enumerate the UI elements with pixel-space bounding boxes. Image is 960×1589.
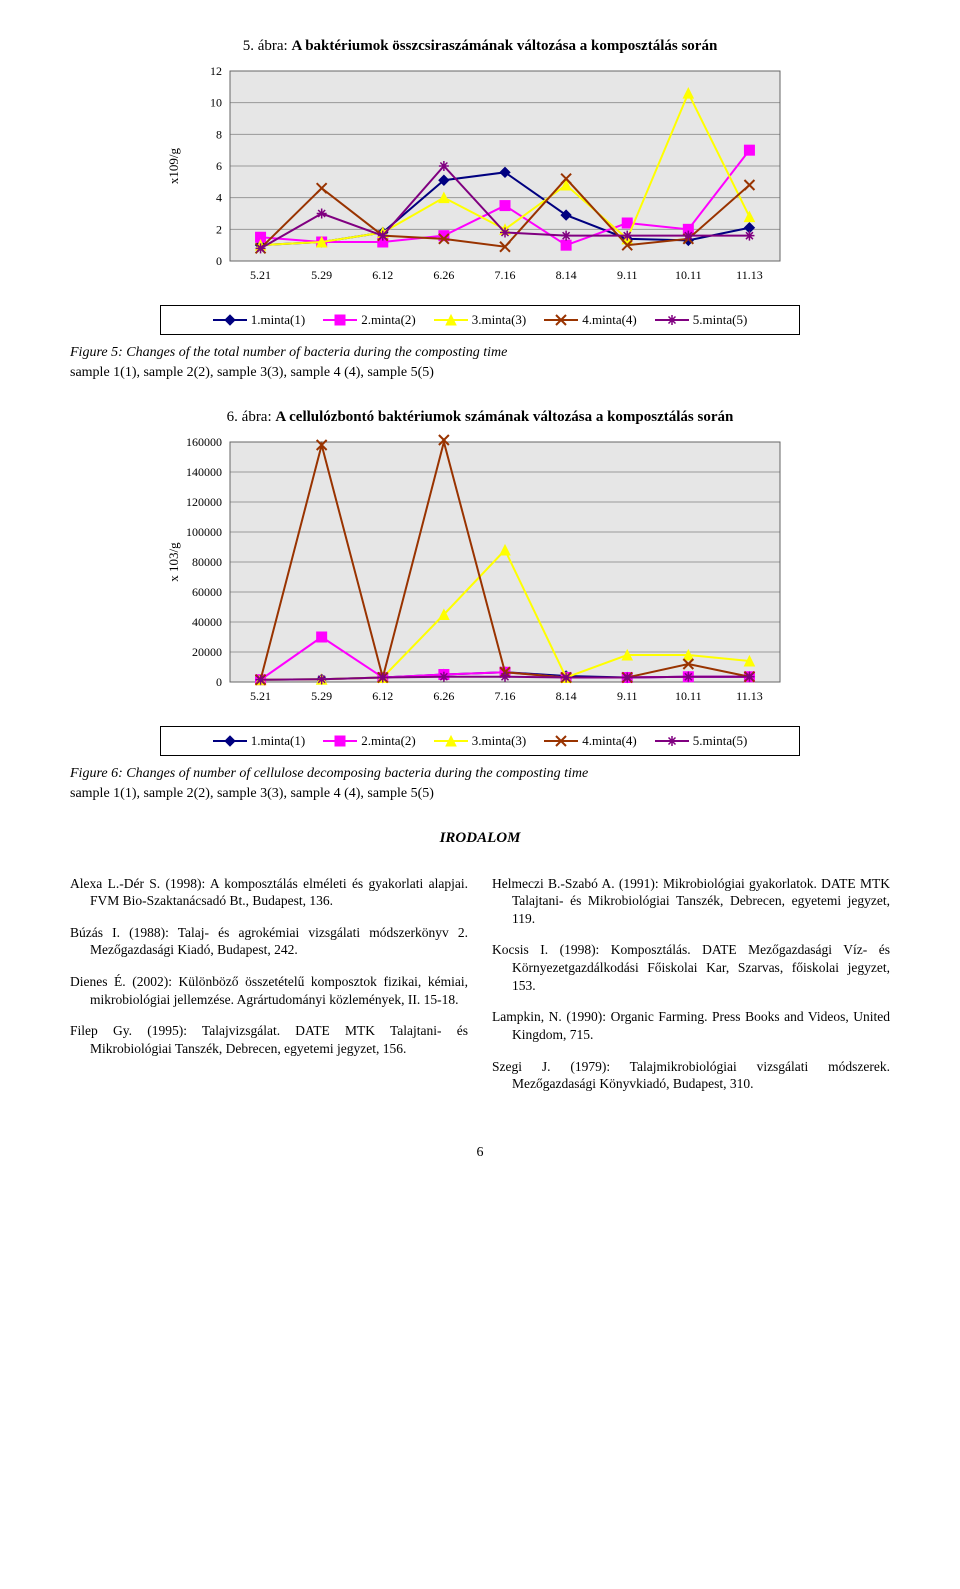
svg-text:5.21: 5.21 [250,689,271,703]
svg-text:4: 4 [216,191,222,205]
figure6-legend: 1.minta(1) 2.minta(2) 3.minta(3) 4.minta(4)… [160,726,800,756]
legend-label: 4.minta(4) [582,733,637,749]
legend-item: 4.minta(4) [544,733,637,749]
svg-text:8: 8 [216,127,222,141]
svg-text:6: 6 [216,159,222,173]
references-right-col: Helmeczi B.-Szabó A. (1991): Mikrobiológ… [492,861,890,1095]
figure5-title-lead: 5. ábra: [243,38,292,54]
svg-text:11.13: 11.13 [736,268,763,282]
legend-label: 3.minta(3) [472,733,527,749]
svg-text:9.11: 9.11 [617,268,638,282]
svg-text:100000: 100000 [186,525,222,539]
reference-entry: Helmeczi B.-Szabó A. (1991): Mikrobiológ… [492,875,890,928]
svg-text:6.26: 6.26 [433,689,454,703]
reference-entry: Alexa L.-Dér S. (1998): A komposztálás e… [70,875,468,911]
svg-text:0: 0 [216,254,222,268]
legend-label: 1.minta(1) [251,733,306,749]
reference-entry: Dienes É. (2002): Különböző összetételű … [70,973,468,1009]
page: 5. ábra: A baktériumok összcsiraszámának… [0,0,960,1201]
figure6-caption-sub: sample 1(1), sample 2(2), sample 3(3), s… [70,786,890,802]
irodalom-heading: IRODALOM [70,830,890,847]
legend-label: 1.minta(1) [251,312,306,328]
svg-text:6.12: 6.12 [372,689,393,703]
legend-item: 3.minta(3) [434,733,527,749]
svg-text:160000: 160000 [186,435,222,449]
figure5-caption-sub: sample 1(1), sample 2(2), sample 3(3), s… [70,365,890,381]
reference-entry: Filep Gy. (1995): Talajvizsgálat. DATE M… [70,1022,468,1058]
svg-text:10.11: 10.11 [675,268,702,282]
legend-label: 3.minta(3) [472,312,527,328]
svg-text:6.12: 6.12 [372,268,393,282]
svg-text:7.16: 7.16 [495,268,516,282]
figure5-svg: 0 2 4 6 8 10 12 5.21 5.29 6.12 6.26 7.16 8.14 9.11 10.… [160,61,800,291]
figure6-caption: Figure 6: Changes of number of cellulose… [70,766,890,782]
legend-item: 3.minta(3) [434,312,527,328]
legend-label: 5.minta(5) [693,312,748,328]
svg-text:8.14: 8.14 [556,268,577,282]
legend-label: 2.minta(2) [361,733,416,749]
svg-text:x109/g: x109/g [166,147,181,184]
svg-text:5.21: 5.21 [250,268,271,282]
legend-label: 2.minta(2) [361,312,416,328]
svg-text:11.13: 11.13 [736,689,763,703]
svg-text:5.29: 5.29 [311,268,332,282]
page-number: 6 [70,1145,890,1161]
legend-label: 5.minta(5) [693,733,748,749]
svg-text:20000: 20000 [192,645,222,659]
legend-item: 4.minta(4) [544,312,637,328]
svg-text:9.11: 9.11 [617,689,638,703]
figure6-title: 6. ábra: A cellulózbontó baktériumok szá… [70,409,890,426]
reference-entry: Búzás I. (1988): Talaj- és agrokémiai vi… [70,924,468,960]
figure5-legend: 1.minta(1) 2.minta(2) 3.minta(3) 4.minta(4)… [160,305,800,335]
figure5-caption: Figure 5: Changes of the total number of… [70,345,890,361]
reference-entry: Lampkin, N. (1990): Organic Farming. Pre… [492,1008,890,1044]
legend-item: 2.minta(2) [323,733,416,749]
svg-text:8.14: 8.14 [556,689,577,703]
svg-text:10: 10 [210,96,222,110]
figure5-title-bold: A baktériumok összcsiraszámának változás… [291,38,717,54]
svg-text:80000: 80000 [192,555,222,569]
figure6-chart: 0 20000 40000 60000 80000 100000 120000 140000 1… [160,432,800,712]
svg-text:120000: 120000 [186,495,222,509]
svg-text:10.11: 10.11 [675,689,702,703]
svg-text:140000: 140000 [186,465,222,479]
references-left-col: Alexa L.-Dér S. (1998): A komposztálás e… [70,861,468,1095]
svg-text:40000: 40000 [192,615,222,629]
svg-text:2: 2 [216,222,222,236]
figure6-svg: 0 20000 40000 60000 80000 100000 120000 140000 1… [160,432,800,712]
svg-text:6.26: 6.26 [433,268,454,282]
figure5-chart: 0 2 4 6 8 10 12 5.21 5.29 6.12 6.26 7.16 8.14 9.11 10.… [160,61,800,291]
svg-text:12: 12 [210,64,222,78]
legend-item: 1.minta(1) [213,312,306,328]
svg-text:x 103/g: x 103/g [166,542,181,582]
figure6-title-lead: 6. ábra: [227,409,276,425]
figure5-title: 5. ábra: A baktériumok összcsiraszámának… [70,38,890,55]
svg-text:5.29: 5.29 [311,689,332,703]
svg-text:0: 0 [216,675,222,689]
legend-item: 5.minta(5) [655,733,748,749]
legend-item: 2.minta(2) [323,312,416,328]
references: Alexa L.-Dér S. (1998): A komposztálás e… [70,861,890,1095]
legend-item: 5.minta(5) [655,312,748,328]
legend-item: 1.minta(1) [213,733,306,749]
svg-text:60000: 60000 [192,585,222,599]
legend-label: 4.minta(4) [582,312,637,328]
reference-entry: Szegi J. (1979): Talajmikrobiológiai viz… [492,1058,890,1094]
figure6-title-bold: A cellulózbontó baktériumok számának vál… [275,409,733,425]
svg-text:7.16: 7.16 [495,689,516,703]
reference-entry: Kocsis I. (1998): Komposztálás. DATE Mez… [492,941,890,994]
